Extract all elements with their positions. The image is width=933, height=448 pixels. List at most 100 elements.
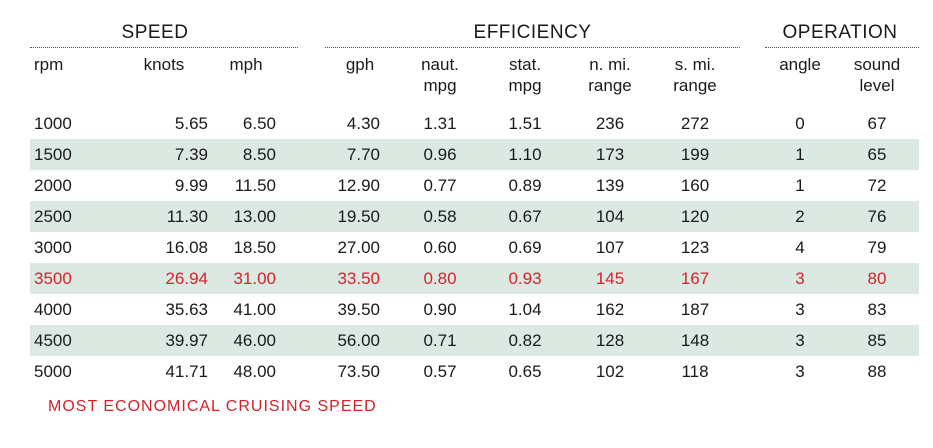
- cell-gph: 4.30: [346, 114, 380, 133]
- cell-nmi-range: 102: [595, 362, 625, 381]
- cell-naut-mpg: 0.60: [423, 238, 457, 257]
- column-header-line2: range: [673, 76, 717, 95]
- table-row: 5000 41.71 48.00 73.50 0.57 0.65 102 118 3 88: [30, 356, 919, 387]
- cell-smi-range: 148: [680, 331, 710, 350]
- cell-naut-mpg: 0.90: [423, 300, 457, 319]
- cell-smi-range: 120: [680, 207, 710, 226]
- cell-naut-mpg: 1.31: [423, 114, 457, 133]
- cell-rpm: 5000: [34, 362, 72, 381]
- cell-smi-range: 118: [681, 362, 709, 381]
- cell-rpm: 1500: [34, 145, 72, 164]
- cell-rpm: 4000: [34, 300, 72, 319]
- cell-nmi-range: 145: [595, 269, 625, 288]
- column-header-line1: n. mi.: [589, 55, 631, 74]
- cell-angle: 1: [795, 145, 805, 164]
- cell-rpm: 3000: [34, 238, 72, 257]
- cell-angle: 3: [795, 300, 805, 319]
- cell-gph: 39.50: [337, 300, 380, 319]
- cell-nmi-range: 236: [595, 114, 625, 133]
- group-title-speed: SPEED: [121, 22, 189, 43]
- cell-knots: 39.97: [165, 331, 208, 350]
- group-title-efficiency: EFFICIENCY: [473, 22, 592, 43]
- column-header-line2: range: [588, 76, 632, 95]
- group-rule-efficiency: [325, 47, 740, 48]
- column-header-line2: knots: [143, 55, 185, 74]
- cell-naut-mpg: 0.57: [423, 362, 457, 381]
- column-header-line2: mpg: [508, 76, 542, 95]
- cell-naut-mpg: 0.58: [423, 207, 457, 226]
- table-row: 1500 7.39 8.50 7.70 0.96 1.10 173 199 1 65: [30, 139, 919, 170]
- group-rule-speed: [30, 47, 298, 48]
- column-header-line1: sound: [853, 55, 901, 74]
- cell-angle: 3: [795, 362, 805, 381]
- cell-angle: 2: [795, 207, 805, 226]
- column-header-line2: angle: [779, 55, 821, 74]
- column-header-line2: mph: [229, 55, 263, 74]
- table-row: 3500 26.94 31.00 33.50 0.80 0.93 145 167 3 80: [30, 263, 919, 294]
- cell-mph: 41.00: [233, 300, 276, 319]
- cell-gph: 56.00: [337, 331, 380, 350]
- cell-sound: 72: [867, 176, 887, 195]
- cell-angle: 3: [795, 331, 805, 350]
- cell-sound: 80: [867, 269, 887, 288]
- cell-stat-mpg: 1.04: [508, 300, 542, 319]
- cell-sound: 83: [867, 300, 887, 319]
- cell-naut-mpg: 0.71: [423, 331, 457, 350]
- cell-mph: 6.50: [242, 114, 276, 133]
- cell-gph: 73.50: [337, 362, 380, 381]
- column-header-line2: level: [859, 76, 895, 95]
- cell-gph: 33.50: [337, 269, 380, 288]
- column-header-sound: sound level: [847, 54, 907, 96]
- cell-mph: 11.50: [234, 176, 276, 195]
- cell-angle: 3: [795, 269, 805, 288]
- cell-knots: 35.63: [165, 300, 208, 319]
- column-header-smi-range: s. mi. range: [665, 54, 725, 96]
- cell-stat-mpg: 0.67: [508, 207, 542, 226]
- column-header-line1: naut.: [421, 55, 459, 74]
- cell-naut-mpg: 0.77: [423, 176, 457, 195]
- cell-nmi-range: 139: [595, 176, 625, 195]
- cell-sound: 76: [867, 207, 887, 226]
- cell-angle: 1: [795, 176, 805, 195]
- cell-knots: 9.99: [174, 176, 208, 195]
- column-header-line2: mpg: [423, 76, 457, 95]
- cell-mph: 46.00: [233, 331, 276, 350]
- cell-smi-range: 272: [680, 114, 710, 133]
- cell-angle: 4: [795, 238, 805, 257]
- cell-knots: 5.65: [174, 114, 208, 133]
- cell-stat-mpg: 0.82: [508, 331, 542, 350]
- cell-gph: 19.50: [337, 207, 380, 226]
- column-header-gph: gph: [330, 54, 390, 75]
- cell-sound: 65: [867, 145, 887, 164]
- cell-smi-range: 123: [680, 238, 710, 257]
- cell-gph: 27.00: [337, 238, 380, 257]
- group-rule-operation: [765, 47, 919, 48]
- cell-mph: 13.00: [233, 207, 276, 226]
- column-header-naut-mpg: naut. mpg: [410, 54, 470, 96]
- table-row: 4500 39.97 46.00 56.00 0.71 0.82 128 148 3 85: [30, 325, 919, 356]
- cell-rpm: 2500: [34, 207, 72, 226]
- column-header-rpm: rpm: [34, 54, 94, 75]
- table-row: 3000 16.08 18.50 27.00 0.60 0.69 107 123 4 79: [30, 232, 919, 263]
- cell-sound: 67: [867, 114, 887, 133]
- cell-nmi-range: 128: [595, 331, 625, 350]
- cell-knots: 26.94: [165, 269, 208, 288]
- cell-rpm: 3500: [34, 269, 72, 288]
- cell-nmi-range: 104: [595, 207, 625, 226]
- cell-knots: 7.39: [174, 145, 208, 164]
- cell-stat-mpg: 0.69: [508, 238, 542, 257]
- cell-rpm: 1000: [34, 114, 72, 133]
- cell-mph: 31.00: [233, 269, 276, 288]
- column-header-mph: mph: [214, 54, 278, 75]
- cell-stat-mpg: 1.10: [508, 145, 542, 164]
- cell-gph: 7.70: [346, 145, 380, 164]
- column-header-line2: rpm: [34, 55, 64, 74]
- table-row: 1000 5.65 6.50 4.30 1.31 1.51 236 272 0 67: [30, 108, 919, 139]
- cell-naut-mpg: 0.80: [423, 269, 457, 288]
- cell-gph: 12.90: [337, 176, 380, 195]
- cell-knots: 11.30: [166, 207, 208, 226]
- cell-nmi-range: 107: [595, 238, 625, 257]
- table-row: 4000 35.63 41.00 39.50 0.90 1.04 162 187 3 83: [30, 294, 919, 325]
- cell-sound: 88: [867, 362, 887, 381]
- footnote: MOST ECONOMICAL CRUISING SPEED: [48, 398, 377, 415]
